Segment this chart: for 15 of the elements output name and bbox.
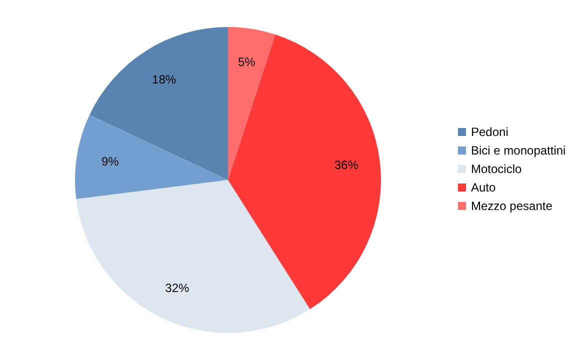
- data-label: 36%: [334, 158, 359, 172]
- legend-label: Bici e monopattini: [471, 144, 566, 158]
- data-label: 5%: [238, 55, 256, 70]
- data-label: 18%: [152, 72, 176, 86]
- legend-label: Auto: [471, 180, 496, 194]
- pie-slice: [76, 180, 310, 333]
- pie-slice: [228, 27, 276, 180]
- pie-slice: [90, 27, 228, 180]
- legend-label: Mezzo pesante: [471, 199, 553, 213]
- legend-label: Motociclo: [471, 162, 522, 176]
- data-label: 9%: [101, 154, 120, 168]
- pie-slice: [228, 34, 381, 310]
- legend-label: Pedoni: [471, 125, 508, 139]
- pie-slice: [75, 114, 228, 200]
- data-label: 32%: [165, 280, 190, 295]
